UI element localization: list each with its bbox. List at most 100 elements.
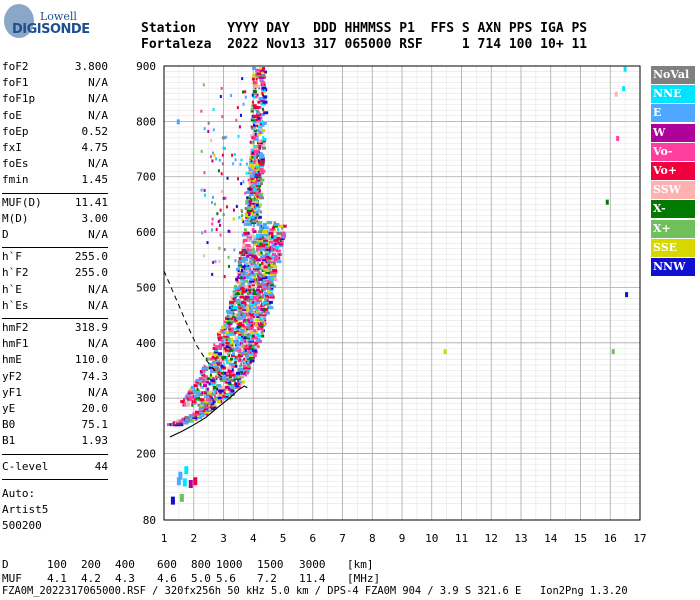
echo-mark — [226, 382, 229, 386]
x-tick-label: 5 — [280, 532, 287, 545]
isolated-echo-mark — [611, 349, 615, 355]
logo-text-lowell: Lowell — [40, 10, 77, 23]
echo-mark — [235, 382, 238, 386]
echo-mark — [279, 244, 284, 248]
echo-mark — [248, 272, 252, 276]
echo-mark — [236, 288, 240, 292]
echo-mark — [256, 132, 262, 136]
echo-mark — [256, 178, 262, 182]
echo-mark — [259, 316, 263, 320]
echo-mark — [256, 244, 261, 248]
y-tick-label: 300 — [136, 392, 156, 405]
echo-mark — [270, 249, 275, 253]
echo-mark — [230, 316, 234, 320]
low-echo-mark — [178, 471, 183, 480]
echo-mark — [257, 334, 262, 338]
isolated-echo-mark — [616, 135, 620, 141]
echo-mark — [260, 295, 263, 299]
param-value: 255.0 — [74, 266, 108, 280]
echo-mark — [236, 385, 239, 389]
echo-mark — [258, 203, 262, 207]
echo-mark — [254, 256, 259, 260]
echo-mark — [252, 90, 257, 94]
echo-mark — [217, 220, 220, 224]
echo-mark — [247, 318, 251, 322]
echo-mark — [235, 267, 238, 271]
echo-mark — [230, 94, 233, 98]
x-tick-label: 1 — [161, 532, 168, 545]
echo-mark — [262, 93, 265, 97]
echo-mark — [256, 111, 261, 115]
echo-mark — [227, 380, 231, 384]
echo-mark — [273, 235, 277, 239]
param-value: 3.00 — [81, 211, 109, 225]
echo-mark — [259, 290, 264, 294]
echo-mark — [236, 343, 242, 347]
echo-mark — [223, 391, 226, 395]
echo-mark — [244, 206, 248, 210]
echo-mark — [255, 164, 261, 168]
echo-mark — [210, 396, 213, 400]
echo-mark — [220, 364, 225, 368]
echo-mark — [238, 257, 241, 261]
echo-mark — [261, 279, 265, 283]
param-name: h`Es — [2, 298, 29, 312]
x-tick-label: 8 — [369, 532, 376, 545]
echo-mark — [257, 284, 263, 288]
echo-mark — [272, 242, 275, 246]
echo-mark — [261, 237, 266, 241]
echo-mark — [249, 178, 253, 182]
echo-mark — [243, 366, 247, 370]
echo-mark — [222, 196, 225, 200]
echo-mark — [262, 316, 266, 320]
echo-mark — [253, 129, 258, 133]
echo-mark — [247, 249, 253, 253]
echo-mark — [214, 355, 219, 359]
echo-mark — [213, 343, 216, 347]
echo-mark — [245, 267, 250, 271]
echo-mark — [247, 343, 250, 347]
echo-mark — [203, 364, 206, 368]
echo-mark — [181, 419, 184, 423]
echo-mark — [224, 348, 227, 352]
echo-mark — [249, 295, 253, 299]
echo-mark — [239, 162, 242, 166]
echo-mark — [250, 208, 254, 212]
echo-mark — [248, 339, 254, 343]
echo-mark — [252, 82, 258, 86]
echo-mark — [258, 194, 261, 198]
echo-mark — [239, 311, 244, 315]
echo-mark — [223, 275, 226, 279]
echo-mark — [245, 354, 249, 358]
param-name: h`F — [2, 250, 22, 264]
echo-mark — [235, 277, 239, 281]
echo-mark — [239, 295, 245, 299]
echo-mark — [251, 150, 256, 154]
echo-mark — [238, 309, 242, 313]
echo-mark — [220, 396, 226, 400]
echo-mark — [249, 355, 254, 359]
echo-mark — [260, 74, 266, 78]
echo-mark — [245, 336, 250, 340]
echo-mark — [253, 105, 257, 109]
echo-mark — [208, 352, 212, 356]
echo-mark — [223, 346, 227, 350]
echo-mark — [248, 164, 251, 168]
echo-mark — [259, 322, 264, 326]
echo-mark — [241, 290, 246, 294]
echo-mark — [218, 246, 221, 250]
echo-mark — [257, 176, 260, 180]
echo-mark — [233, 293, 237, 297]
echo-mark — [257, 272, 260, 276]
echo-mark — [258, 189, 261, 193]
echo-mark — [274, 228, 277, 232]
echo-mark — [229, 300, 235, 304]
echo-mark — [250, 272, 256, 276]
param-row-clevel: C-level 44 — [2, 460, 108, 476]
echo-mark — [209, 357, 214, 361]
echo-mark — [211, 217, 214, 221]
echo-mark — [255, 330, 259, 334]
echo-mark — [197, 403, 202, 407]
echo-mark — [258, 185, 261, 189]
param-name: hmF1 — [2, 337, 29, 351]
